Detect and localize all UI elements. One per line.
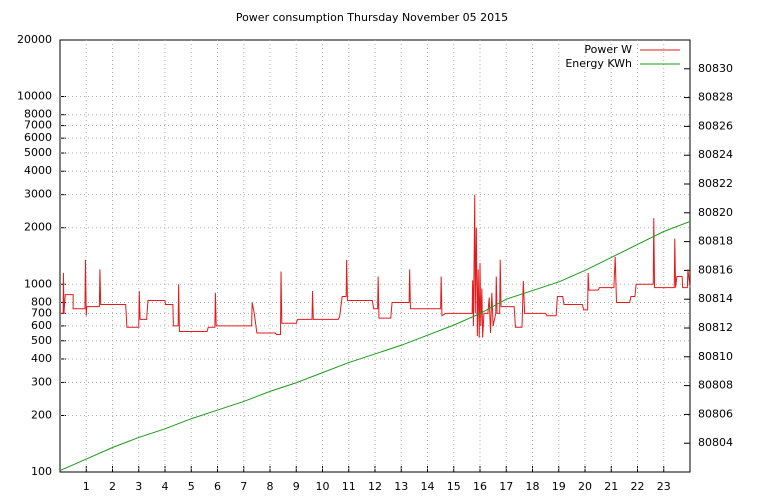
y-tick-label: 600 [31,319,52,332]
x-tick-label: 1 [83,480,90,493]
x-tick-label: 2 [109,480,116,493]
x-tick-label: 8 [267,480,274,493]
y2-tick-label: 80820 [698,206,733,219]
x-tick-label: 5 [188,480,195,493]
x-tick-label: 16 [473,480,487,493]
y-tick-label: 3000 [24,188,52,201]
y2-tick-label: 80816 [698,263,733,276]
y-tick-label: 700 [31,306,52,319]
x-tick-label: 18 [526,480,540,493]
y-tick-label: 800 [31,295,52,308]
y-tick-label: 8000 [24,108,52,121]
y-tick-label: 300 [31,375,52,388]
x-tick-label: 9 [293,480,300,493]
y2-tick-label: 80812 [698,321,733,334]
series-line [59,220,691,472]
y-tick-label: 7000 [24,119,52,132]
x-tick-label: 13 [394,480,408,493]
x-tick-label: 21 [604,480,618,493]
x-tick-label: 23 [657,480,671,493]
x-tick-label: 7 [240,480,247,493]
legend-label: Energy KWh [565,57,632,70]
y2-tick-label: 80804 [698,436,733,449]
x-tick-label: 20 [578,480,592,493]
y-tick-label: 4000 [24,164,52,177]
y2-tick-label: 80810 [698,350,733,363]
x-tick-label: 14 [421,480,435,493]
y-tick-label: 10000 [17,90,52,103]
y-tick-label: 6000 [24,131,52,144]
y-tick-label: 1000 [24,277,52,290]
y2-tick-label: 80818 [698,235,733,248]
x-tick-label: 15 [447,480,461,493]
y-tick-label: 2000 [24,221,52,234]
y2-tick-label: 80824 [698,148,733,161]
y2-tick-label: 80814 [698,292,733,305]
x-tick-label: 12 [368,480,382,493]
x-tick-label: 3 [135,480,142,493]
y2-tick-label: 80828 [698,91,733,104]
y2-tick-label: 80806 [698,407,733,420]
y-tick-label: 500 [31,334,52,347]
x-tick-label: 22 [631,480,645,493]
chart-title: Power consumption Thursday November 05 2… [236,11,508,24]
y2-tick-label: 80822 [698,177,733,190]
y-tick-label: 5000 [24,146,52,159]
legend-label: Power W [584,43,632,56]
x-tick-label: 10 [316,480,330,493]
y-tick-label: 100 [31,465,52,478]
x-tick-label: 19 [552,480,566,493]
y2-tick-label: 80808 [698,379,733,392]
x-tick-label: 11 [342,480,356,493]
x-tick-label: 17 [499,480,513,493]
y2-tick-label: 80826 [698,119,733,132]
y2-tick-label: 80830 [698,62,733,75]
x-tick-label: 4 [162,480,169,493]
y-tick-label: 200 [31,408,52,421]
series-line [60,194,691,338]
x-tick-label: 6 [214,480,221,493]
y-tick-label: 20000 [17,33,52,46]
y-tick-label: 400 [31,352,52,365]
